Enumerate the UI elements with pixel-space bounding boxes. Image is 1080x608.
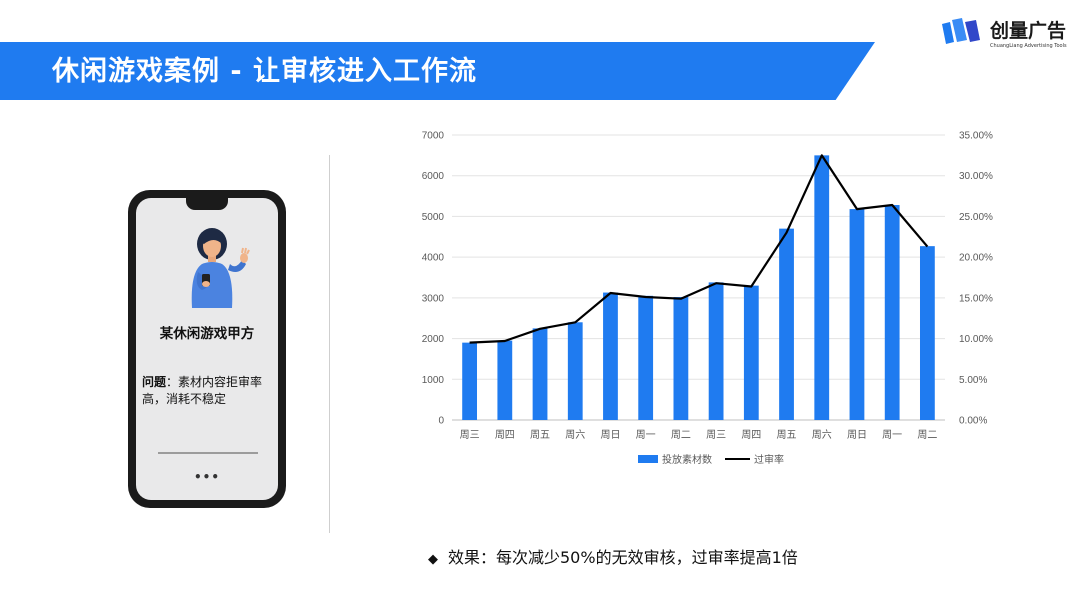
- problem-text: 问题：素材内容拒审率高，消耗不稳定: [142, 374, 276, 408]
- x-tick-label: 周日: [847, 429, 867, 441]
- x-tick-label: 周五: [530, 429, 550, 441]
- logo-tagline: ChuangLiang Advertising Tools: [990, 43, 1067, 49]
- x-tick-label: 周五: [777, 429, 797, 441]
- x-tick-label: 周二: [671, 429, 691, 441]
- y-right-tick-label: 10.00%: [959, 334, 993, 345]
- diamond-bullet-icon: ◆: [428, 552, 438, 567]
- bar: [814, 155, 830, 420]
- result-summary: ◆ 效果：每次减少50%的无效审核，过审率提高1倍: [428, 544, 798, 568]
- bar: [779, 228, 794, 420]
- pass-rate-line: [469, 154, 929, 344]
- home-indicator: [158, 452, 258, 454]
- client-name: 某休闲游戏甲方: [159, 326, 255, 342]
- y-left-tick-label: 3000: [422, 293, 445, 304]
- x-tick-label: 周日: [600, 429, 620, 441]
- x-tick-label: 周三: [706, 429, 726, 441]
- y-left-tick-label: 2000: [422, 334, 445, 345]
- combo-chart: 0 1000 2000 3000 4000 5000 6000 7000 0.00% 5.00% 1…: [422, 131, 993, 467]
- bar: [532, 328, 548, 420]
- logo-icon: [942, 18, 980, 44]
- bar: [884, 205, 900, 420]
- x-tick-label: 周六: [812, 429, 832, 441]
- y-right-tick-label: 20.00%: [959, 253, 993, 264]
- x-tick-label: 周六: [565, 429, 585, 441]
- x-tick-label: 周二: [917, 429, 937, 441]
- more-dots-icon: •••: [193, 470, 220, 484]
- legend-bar-label: 投放素材数: [662, 453, 712, 466]
- bar: [638, 295, 654, 420]
- page-title: 休闲游戏案例 - 让审核进入工作流: [52, 56, 478, 87]
- phone-screen: 某休闲游戏甲方 问题：素材内容拒审率高，消耗不稳定 •••: [136, 198, 278, 500]
- phone-notch: [186, 198, 228, 210]
- y-right-tick-label: 35.00%: [959, 131, 993, 142]
- woman-avatar-icon: [191, 228, 250, 308]
- brand-logo: 创量广告 ChuangLiang Advertising Tools: [940, 12, 1070, 52]
- y-left-tick-label: 0: [438, 416, 444, 427]
- problem-label: 问题: [142, 375, 167, 389]
- bar: [603, 292, 618, 420]
- y-left-tick-label: 6000: [422, 171, 445, 182]
- x-tick-label: 周一: [636, 429, 656, 441]
- legend-line-label: 过审率: [754, 453, 784, 466]
- x-tick-label: 周一: [882, 429, 902, 441]
- y-right-tick-label: 30.00%: [959, 171, 993, 182]
- x-tick-label: 周四: [495, 429, 515, 441]
- x-tick-label: 周三: [460, 429, 480, 441]
- y-right-tick-label: 25.00%: [959, 212, 993, 223]
- y-left-tick-label: 1000: [422, 375, 445, 386]
- y-right-tick-label: 5.00%: [959, 375, 987, 386]
- y-right-tick-label: 15.00%: [959, 293, 993, 304]
- result-text: 效果：每次减少50%的无效审核，过审率提高1倍: [448, 548, 798, 567]
- legend-bar-swatch: [638, 455, 658, 463]
- bar: [567, 322, 583, 420]
- phone-mockup: 某休闲游戏甲方 问题：素材内容拒审率高，消耗不稳定 •••: [128, 190, 286, 508]
- logo-name: 创量广告: [990, 20, 1067, 42]
- title-banner: [0, 42, 875, 100]
- bar: [497, 340, 513, 420]
- section-divider: [329, 155, 330, 533]
- bar: [462, 342, 478, 420]
- bar: [673, 297, 689, 420]
- bar: [919, 246, 935, 420]
- bar: [708, 282, 724, 420]
- y-left-tick-label: 4000: [422, 253, 445, 264]
- y-right-tick-label: 0.00%: [959, 416, 987, 427]
- y-left-tick-label: 7000: [422, 131, 445, 142]
- y-left-tick-label: 5000: [422, 212, 445, 223]
- x-tick-label: 周四: [741, 429, 761, 441]
- bar: [743, 285, 759, 420]
- problem-description: ：素材内容拒审率高，消耗不稳定: [142, 375, 263, 406]
- bar: [849, 209, 865, 420]
